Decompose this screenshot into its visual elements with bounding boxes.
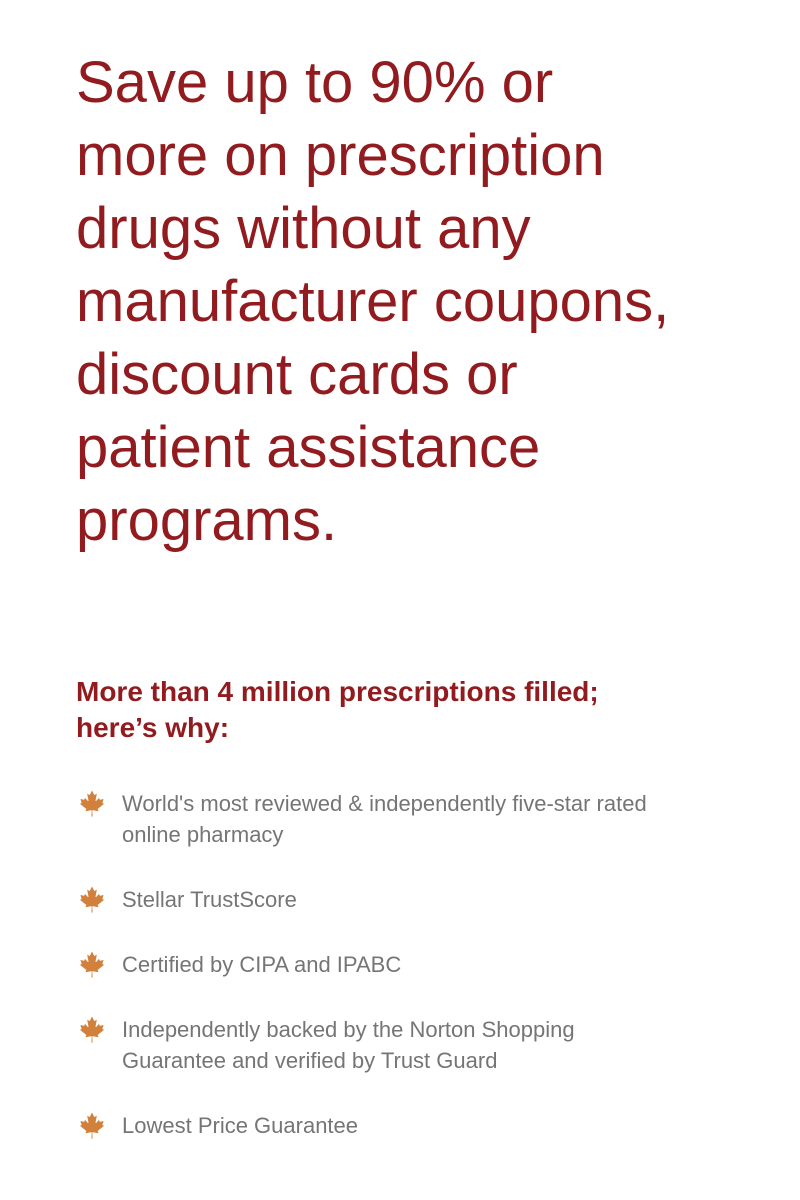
benefit-item: Independently backed by the Norton Shopp… (76, 1014, 760, 1076)
benefit-item: Certified by CIPA and IPABC (76, 949, 760, 980)
maple-leaf-icon (80, 951, 104, 978)
benefit-item-text: Independently backed by the Norton Shopp… (122, 1017, 575, 1073)
benefit-item-text: World's most reviewed & independently fi… (122, 791, 647, 847)
promo-content: Save up to 90% or more on prescription d… (0, 46, 800, 1141)
benefits-subheading: More than 4 million prescriptions filled… (76, 676, 599, 743)
benefit-item: World's most reviewed & independently fi… (76, 788, 760, 850)
maple-leaf-icon (80, 886, 104, 913)
maple-leaf-icon (80, 1016, 104, 1043)
hero-heading: Save up to 90% or more on prescription d… (76, 50, 670, 553)
benefits-list: World's most reviewed & independently fi… (76, 788, 760, 1141)
benefit-item-text: Certified by CIPA and IPABC (122, 952, 402, 977)
benefit-item-text: Lowest Price Guarantee (122, 1113, 359, 1138)
benefit-item: Stellar TrustScore (76, 884, 760, 915)
benefit-item-text: Stellar TrustScore (122, 887, 297, 912)
maple-leaf-icon (80, 790, 104, 817)
benefit-item: Lowest Price Guarantee (76, 1110, 760, 1141)
maple-leaf-icon (80, 1112, 104, 1139)
